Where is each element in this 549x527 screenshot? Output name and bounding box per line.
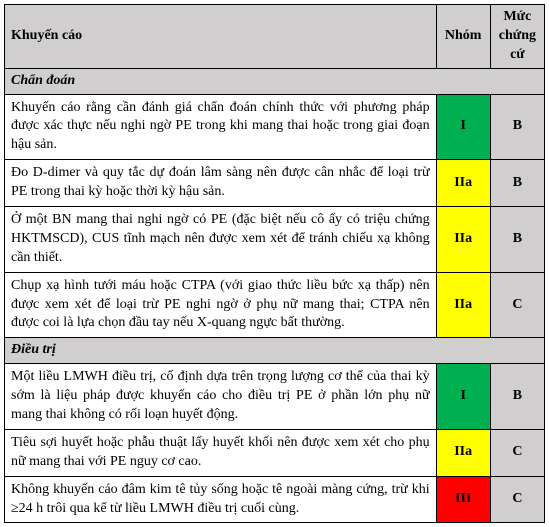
recommendation-table: Khuyến cáo Nhóm Mức chứng cứ Chẩn đoánKh… bbox=[4, 4, 545, 523]
recommendation-text: Chụp xạ hình tưới máu hoặc CTPA (với gia… bbox=[5, 272, 437, 338]
header-recommendation: Khuyến cáo bbox=[5, 5, 437, 69]
table-row: Một liều LMWH điều trị, cố định dựa trên… bbox=[5, 364, 545, 430]
table-row: Khuyến cáo rằng cần đánh giá chẩn đoán c… bbox=[5, 94, 545, 160]
table-header-row: Khuyến cáo Nhóm Mức chứng cứ bbox=[5, 5, 545, 69]
recommendation-text: Ở một BN mang thai nghi ngờ có PE (đặc b… bbox=[5, 207, 437, 273]
class-cell: IIa bbox=[436, 207, 490, 273]
recommendation-text: Đo D-dimer và quy tắc dự đoán lâm sàng n… bbox=[5, 160, 437, 207]
loe-cell: C bbox=[490, 476, 544, 523]
header-class: Nhóm bbox=[436, 5, 490, 69]
class-cell: IIa bbox=[436, 272, 490, 338]
class-cell: IIa bbox=[436, 429, 490, 476]
class-cell: I bbox=[436, 94, 490, 160]
recommendation-text: Không khuyến cáo đâm kim tê tủy sống hoặ… bbox=[5, 476, 437, 523]
loe-cell: C bbox=[490, 272, 544, 338]
header-loe: Mức chứng cứ bbox=[490, 5, 544, 69]
recommendation-text: Khuyến cáo rằng cần đánh giá chẩn đoán c… bbox=[5, 94, 437, 160]
section-row: Điều trị bbox=[5, 338, 545, 364]
loe-cell: C bbox=[490, 429, 544, 476]
loe-cell: B bbox=[490, 364, 544, 430]
class-cell: III bbox=[436, 476, 490, 523]
class-cell: I bbox=[436, 364, 490, 430]
section-row: Chẩn đoán bbox=[5, 68, 545, 94]
table-row: Ở một BN mang thai nghi ngờ có PE (đặc b… bbox=[5, 207, 545, 273]
loe-cell: B bbox=[490, 207, 544, 273]
loe-cell: B bbox=[490, 94, 544, 160]
recommendation-text: Một liều LMWH điều trị, cố định dựa trên… bbox=[5, 364, 437, 430]
table-row: Tiêu sợi huyết hoặc phẫu thuật lấy huyết… bbox=[5, 429, 545, 476]
table-row: Đo D-dimer và quy tắc dự đoán lâm sàng n… bbox=[5, 160, 545, 207]
loe-cell: B bbox=[490, 160, 544, 207]
section-title: Điều trị bbox=[5, 338, 545, 364]
table-row: Không khuyến cáo đâm kim tê tủy sống hoặ… bbox=[5, 476, 545, 523]
section-title: Chẩn đoán bbox=[5, 68, 545, 94]
recommendation-text: Tiêu sợi huyết hoặc phẫu thuật lấy huyết… bbox=[5, 429, 437, 476]
class-cell: IIa bbox=[436, 160, 490, 207]
table-row: Chụp xạ hình tưới máu hoặc CTPA (với gia… bbox=[5, 272, 545, 338]
